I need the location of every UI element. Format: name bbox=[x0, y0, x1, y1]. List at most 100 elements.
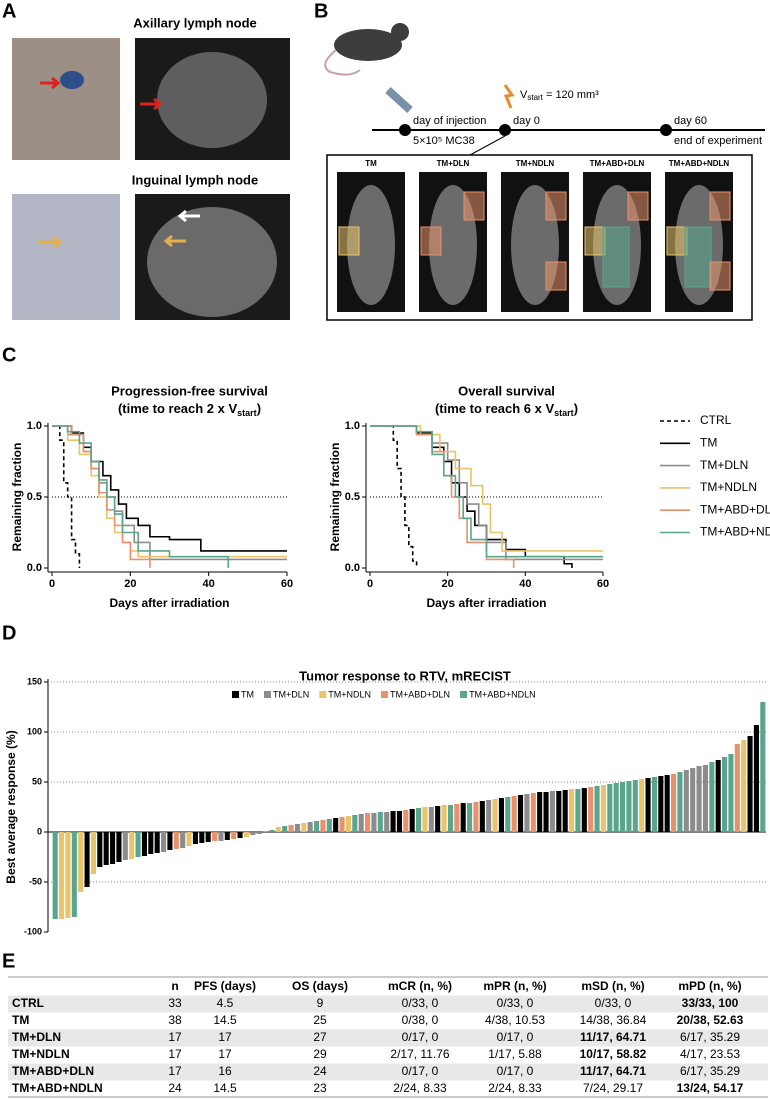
y-tick-label: -50 bbox=[29, 876, 42, 886]
legend-label: TM+ABD+DLN bbox=[390, 689, 450, 699]
table-cell: 33 bbox=[168, 996, 182, 1010]
table-cell: 6/17, 35.29 bbox=[680, 1064, 740, 1078]
legend-label: TM bbox=[241, 689, 254, 699]
bar bbox=[199, 832, 205, 843]
bar bbox=[403, 810, 409, 832]
bar bbox=[435, 806, 441, 832]
bar bbox=[498, 798, 504, 832]
bar bbox=[677, 772, 683, 832]
image-title: Axillary lymph node bbox=[133, 15, 257, 30]
y-tick-label: 0.0 bbox=[345, 562, 360, 574]
x-tick-label: 0 bbox=[367, 578, 373, 590]
bar bbox=[52, 832, 58, 919]
region bbox=[666, 226, 688, 256]
y-tick-label: 0 bbox=[37, 826, 42, 836]
bar bbox=[129, 832, 135, 859]
legend-label: TM+NDLN bbox=[700, 480, 757, 494]
bar bbox=[741, 740, 747, 832]
legend-label: TM+ABD+NDLN bbox=[469, 689, 536, 699]
bar bbox=[103, 832, 109, 865]
legend-swatch bbox=[381, 691, 389, 698]
arrow bbox=[177, 209, 200, 223]
ct-body bbox=[147, 207, 277, 317]
row-label: TM+ABD+NDLN bbox=[12, 1081, 103, 1095]
bar bbox=[294, 824, 300, 832]
bar bbox=[607, 784, 613, 832]
text: (time to reach 2 x V bbox=[118, 401, 238, 416]
table-cell: 0/17, 0 bbox=[497, 1064, 534, 1078]
row-label: TM+NDLN bbox=[12, 1047, 70, 1061]
table-cell: 14.5 bbox=[213, 1081, 237, 1095]
bar bbox=[390, 811, 396, 832]
photo bbox=[12, 38, 120, 160]
bar bbox=[441, 805, 447, 832]
bar bbox=[460, 803, 466, 832]
legend-swatch bbox=[232, 691, 239, 698]
table-cell: 9 bbox=[317, 996, 324, 1010]
annotation: day 0 bbox=[513, 115, 540, 127]
bar bbox=[428, 807, 434, 832]
table-cell: 1/17, 5.88 bbox=[488, 1047, 542, 1061]
text: start bbox=[527, 93, 543, 102]
row-label: TM+DLN bbox=[12, 1030, 61, 1044]
bar bbox=[78, 832, 84, 892]
table-cell: 11/17, 64.71 bbox=[580, 1064, 646, 1078]
table-cell: 24 bbox=[168, 1081, 182, 1095]
table-cell: 24 bbox=[313, 1064, 327, 1078]
text: V bbox=[520, 89, 528, 101]
y-tick-label: -100 bbox=[24, 926, 42, 936]
bar bbox=[65, 832, 71, 918]
legend-label: TM+DLN bbox=[273, 689, 309, 699]
y-axis-label: Best average response (%) bbox=[4, 730, 18, 883]
mouse-tail bbox=[324, 49, 361, 76]
y-tick-label: 0.5 bbox=[345, 491, 360, 503]
table-cell: 13/24, 54.17 bbox=[677, 1081, 744, 1095]
region bbox=[463, 191, 485, 221]
bar bbox=[269, 830, 275, 832]
row-shade bbox=[8, 1029, 768, 1047]
bar bbox=[90, 832, 96, 874]
legend-label: TM+DLN bbox=[700, 458, 748, 472]
column-header: mCR (n, %) bbox=[388, 979, 452, 993]
annotation: day 60 bbox=[674, 115, 707, 127]
bar bbox=[377, 812, 383, 832]
y-tick-label: 0.0 bbox=[27, 562, 42, 574]
mouse-icon bbox=[391, 23, 409, 41]
y-tick-label: 1.0 bbox=[345, 420, 360, 432]
bar bbox=[505, 797, 511, 832]
bar bbox=[524, 794, 530, 832]
bar bbox=[326, 819, 332, 832]
frame bbox=[326, 154, 753, 321]
x-tick-label: 60 bbox=[281, 578, 293, 590]
column-header: OS (days) bbox=[292, 979, 348, 993]
bar bbox=[760, 702, 766, 832]
x-tick-label: 40 bbox=[203, 578, 215, 590]
table-cell: 2/24, 8.33 bbox=[488, 1081, 542, 1095]
survival-curve bbox=[370, 425, 418, 568]
bar bbox=[664, 775, 670, 832]
bar bbox=[192, 832, 198, 844]
bar bbox=[345, 816, 351, 832]
bar bbox=[549, 791, 555, 832]
region bbox=[709, 261, 731, 291]
column-header: PFS (days) bbox=[194, 979, 256, 993]
table-cell: 2/24, 8.33 bbox=[393, 1081, 447, 1095]
bar bbox=[154, 832, 160, 853]
group-label: TM bbox=[365, 159, 377, 168]
bar bbox=[594, 786, 600, 832]
bar bbox=[263, 831, 269, 832]
row-shade bbox=[8, 1063, 768, 1081]
bar bbox=[256, 832, 262, 834]
table-cell: 11/17, 64.71 bbox=[580, 1030, 646, 1044]
bar bbox=[537, 792, 543, 832]
mouse-icon bbox=[334, 29, 402, 61]
bar bbox=[288, 825, 294, 832]
bar bbox=[600, 785, 606, 832]
x-axis-label: Days after irradiation bbox=[109, 596, 229, 610]
bar bbox=[645, 778, 651, 832]
y-tick-label: 100 bbox=[27, 726, 42, 736]
text: ) bbox=[574, 401, 578, 416]
image-title: Inguinal lymph node bbox=[132, 172, 258, 187]
bar bbox=[734, 744, 740, 832]
region bbox=[602, 226, 630, 288]
